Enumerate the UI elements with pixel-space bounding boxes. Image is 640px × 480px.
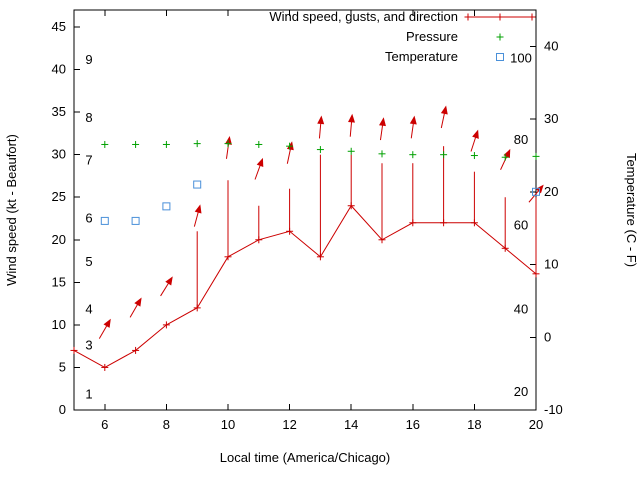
x-tick-label: 20: [529, 417, 543, 432]
beaufort-scale-label: 3: [85, 337, 92, 352]
temperature-marker: [162, 202, 171, 211]
legend-label-pressure: Pressure: [406, 29, 458, 44]
legend-temperature-marker-sample: [496, 53, 504, 61]
temperature-marker: [532, 187, 540, 196]
temperature-marker: [193, 180, 202, 189]
legend-symbols: [464, 13, 536, 61]
x-tick-label: 12: [282, 417, 296, 432]
inner-right-scale-label: 20: [514, 384, 528, 399]
wind-direction-arrow-head: [440, 105, 448, 115]
y-left-tick-label: 20: [52, 232, 66, 247]
beaufort-scale-label: 5: [85, 254, 92, 269]
wind-direction-arrow: [317, 115, 325, 139]
beaufort-scale-label: 8: [85, 110, 92, 125]
y-left-tick-label: 25: [52, 189, 66, 204]
wind-direction-arrow-head: [317, 115, 325, 125]
wind-direction-arrow-head: [409, 115, 417, 125]
wind-direction-arrow-head: [379, 117, 386, 127]
y-left-tick-label: 40: [52, 62, 66, 77]
y-right-tick-label: 10: [544, 257, 558, 272]
legend-label-wind: Wind speed, gusts, and direction: [269, 9, 458, 24]
beaufort-scale-label: 7: [85, 153, 92, 168]
beaufort-scale-label: 6: [85, 211, 92, 226]
wind-direction-arrow-head: [165, 276, 173, 286]
inner-right-scale-label: 60: [514, 217, 528, 232]
temperature-marker: [131, 216, 140, 225]
wind-direction-arrow: [254, 157, 264, 180]
wind-direction-arrow: [379, 117, 386, 141]
y-left-tick-label: 0: [59, 402, 66, 417]
y-left-tick-label: 5: [59, 359, 66, 374]
y-right-tick-label: 30: [544, 111, 558, 126]
chart-plot-area: 6 8 10 12 14 16 18 20051015202530354045-1001020…: [52, 9, 563, 432]
wind-direction-arrow: [193, 204, 202, 227]
y-left-tick-label: 35: [52, 104, 66, 119]
inner-right-scale-label: 40: [514, 302, 528, 317]
x-tick-label: 6: [101, 417, 108, 432]
legend: Wind speed, gusts, and direction Pressur…: [269, 9, 536, 64]
legend-label-temperature: Temperature: [385, 49, 458, 64]
y-left-tick-label: 15: [52, 274, 66, 289]
beaufort-scale-label: 1: [85, 387, 92, 402]
wind-direction-arrow: [129, 297, 142, 318]
right-axis-title: Temperature (C - F): [624, 153, 639, 267]
wind-direction-arrow: [160, 276, 173, 297]
y-left-tick-label: 30: [52, 147, 66, 162]
x-tick-label: 18: [467, 417, 481, 432]
x-tick-label: 14: [344, 417, 358, 432]
wind-direction-arrow-head: [256, 157, 264, 168]
wind-direction-arrow: [470, 129, 479, 152]
wind-direction-arrow-head: [286, 141, 294, 151]
wind-direction-arrow: [225, 135, 232, 159]
inner-right-scale-label: 100: [510, 51, 532, 66]
wind-direction-arrow-head: [194, 204, 202, 214]
x-axis-title: Local time (America/Chicago): [220, 450, 391, 465]
y-right-tick-label: 0: [544, 329, 551, 344]
x-tick-label: 10: [221, 417, 235, 432]
wind-direction-arrow: [348, 113, 355, 137]
wind-direction-arrow-head: [472, 129, 479, 139]
wind-direction-arrow-head: [103, 318, 111, 328]
x-tick-label: 16: [406, 417, 420, 432]
y-left-tick-label: 45: [52, 19, 66, 34]
wind-direction-arrow-head: [134, 297, 142, 307]
plot-border: [73, 9, 537, 411]
beaufort-scale-label: 4: [85, 302, 92, 317]
wind-speed-line: [73, 204, 537, 369]
temperature-marker: [100, 216, 109, 225]
y-right-tick-label: 40: [544, 38, 558, 53]
wind-direction-arrow: [440, 105, 448, 129]
y-right-tick-label: -10: [544, 402, 563, 417]
wind-direction-arrow: [98, 318, 111, 339]
wind-direction-arrow-head: [348, 113, 355, 123]
beaufort-scale-label: 9: [85, 52, 92, 67]
x-tick-label: 8: [163, 417, 170, 432]
y-left-tick-label: 10: [52, 317, 66, 332]
y-right-tick-label: 20: [544, 184, 558, 199]
wind-direction-arrow: [409, 115, 417, 139]
inner-right-scale-label: 80: [514, 132, 528, 147]
left-axis-title: Wind speed (kt - Beaufort): [4, 134, 19, 286]
